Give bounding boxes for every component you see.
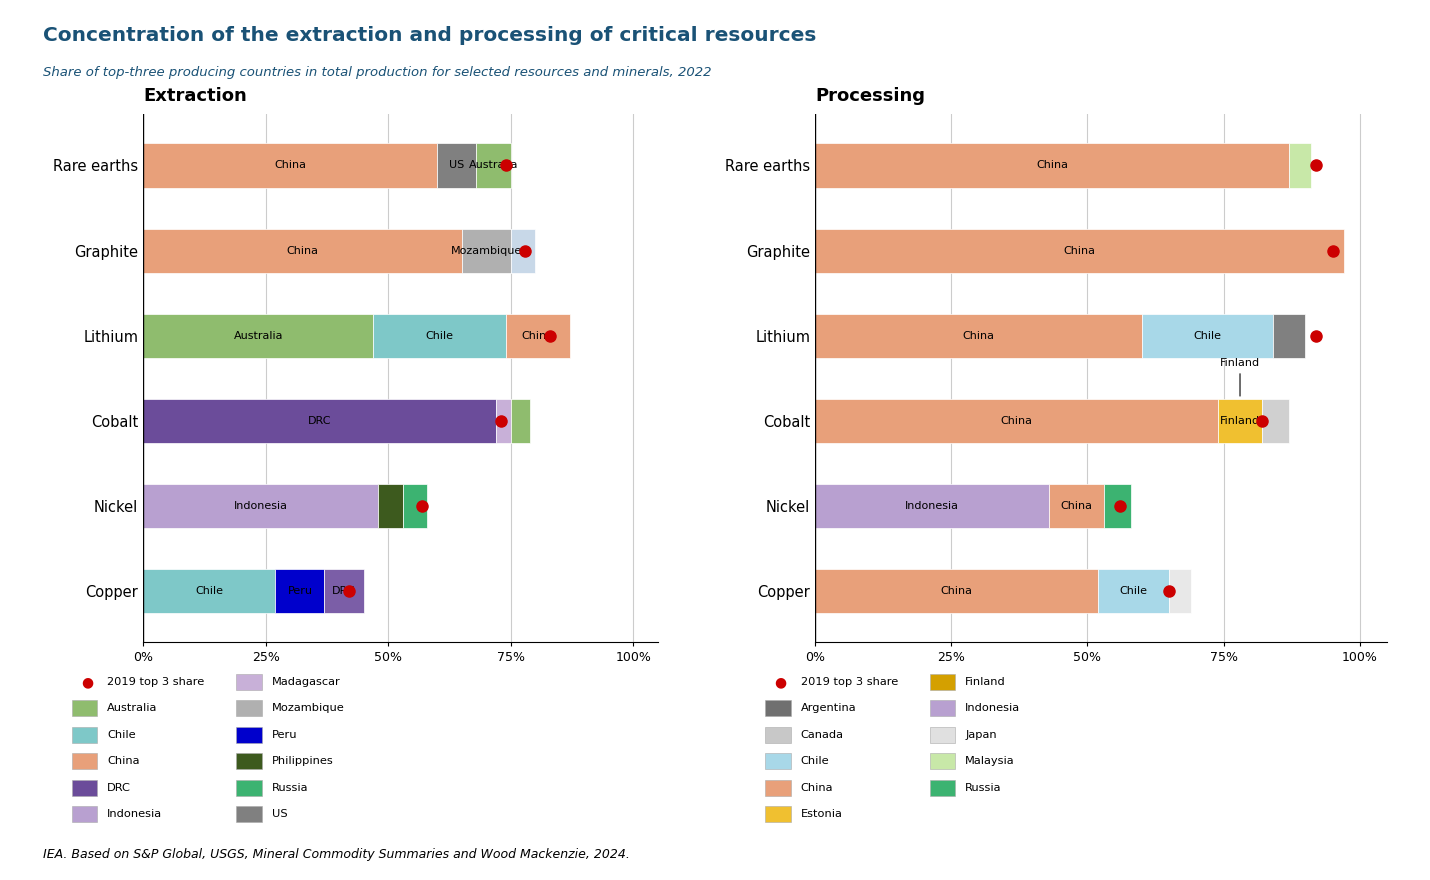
Text: China: China xyxy=(1061,501,1093,511)
Bar xyxy=(815,313,1143,358)
Text: Finland: Finland xyxy=(965,677,1005,687)
Text: China: China xyxy=(275,160,306,171)
Text: Indonesia: Indonesia xyxy=(107,809,163,819)
Bar xyxy=(1288,143,1311,187)
Text: China: China xyxy=(1064,246,1095,256)
Text: 2019 top 3 share: 2019 top 3 share xyxy=(801,677,898,687)
Text: Australia: Australia xyxy=(107,703,157,714)
Text: Indonesia: Indonesia xyxy=(905,501,960,511)
Text: China: China xyxy=(107,756,140,766)
Text: Processing: Processing xyxy=(815,86,925,105)
Bar xyxy=(815,229,1344,273)
Text: Mozambique: Mozambique xyxy=(450,246,522,256)
Text: Chile: Chile xyxy=(107,730,136,740)
Bar xyxy=(143,399,496,444)
Text: Mozambique: Mozambique xyxy=(272,703,345,714)
Bar xyxy=(1104,484,1131,528)
Text: Indonesia: Indonesia xyxy=(965,703,1021,714)
Text: DRC: DRC xyxy=(332,586,356,597)
Bar xyxy=(143,569,276,613)
Text: Share of top-three producing countries in total production for selected resource: Share of top-three producing countries i… xyxy=(43,66,711,79)
Text: Australia: Australia xyxy=(469,160,518,171)
Text: Peru: Peru xyxy=(287,586,312,597)
Text: Concentration of the extraction and processing of critical resources: Concentration of the extraction and proc… xyxy=(43,26,817,46)
Text: ●: ● xyxy=(82,675,93,689)
Text: Estonia: Estonia xyxy=(801,809,842,819)
Text: Malaysia: Malaysia xyxy=(965,756,1015,766)
Text: Extraction: Extraction xyxy=(143,86,247,105)
Text: US: US xyxy=(449,160,465,171)
Text: China: China xyxy=(962,331,994,341)
Bar xyxy=(438,143,476,187)
Bar xyxy=(476,143,511,187)
Bar xyxy=(1050,484,1104,528)
Bar xyxy=(143,229,462,273)
Text: China: China xyxy=(522,331,553,341)
Text: 2019 top 3 share: 2019 top 3 share xyxy=(107,677,204,687)
Text: Madagascar: Madagascar xyxy=(272,677,340,687)
Bar xyxy=(1218,399,1261,444)
Bar xyxy=(143,484,379,528)
Text: Australia: Australia xyxy=(233,331,283,341)
Text: Chile: Chile xyxy=(801,756,829,766)
Text: Argentina: Argentina xyxy=(801,703,857,714)
Bar xyxy=(379,484,403,528)
Bar xyxy=(815,399,1218,444)
Text: Indonesia: Indonesia xyxy=(233,501,287,511)
Text: China: China xyxy=(1037,160,1068,171)
Text: Russia: Russia xyxy=(965,782,1002,793)
Text: China: China xyxy=(286,246,319,256)
Text: China: China xyxy=(941,586,972,597)
Text: Finland: Finland xyxy=(1220,416,1260,426)
Text: Chile: Chile xyxy=(426,331,453,341)
Text: Finland: Finland xyxy=(1220,358,1260,396)
Text: Russia: Russia xyxy=(272,782,309,793)
Bar xyxy=(373,313,506,358)
Text: China: China xyxy=(1001,416,1032,426)
Text: China: China xyxy=(801,782,834,793)
Text: DRC: DRC xyxy=(307,416,332,426)
Text: US: US xyxy=(272,809,287,819)
Bar xyxy=(143,313,373,358)
Text: IEA. Based on S&P Global, USGS, Mineral Commodity Summaries and Wood Mackenzie, : IEA. Based on S&P Global, USGS, Mineral … xyxy=(43,847,629,861)
Bar xyxy=(403,484,428,528)
Bar xyxy=(506,313,569,358)
Bar xyxy=(1143,313,1273,358)
Text: Chile: Chile xyxy=(194,586,223,597)
Bar xyxy=(462,229,511,273)
Bar xyxy=(496,399,511,444)
Bar xyxy=(815,143,1288,187)
Text: Chile: Chile xyxy=(1120,586,1148,597)
Bar xyxy=(325,569,363,613)
Text: Canada: Canada xyxy=(801,730,844,740)
Bar xyxy=(815,484,1050,528)
Bar xyxy=(1261,399,1288,444)
Text: DRC: DRC xyxy=(107,782,132,793)
Bar xyxy=(143,143,438,187)
Bar xyxy=(511,399,531,444)
Bar xyxy=(511,229,535,273)
Text: Philippines: Philippines xyxy=(272,756,333,766)
Bar xyxy=(1098,569,1170,613)
Bar xyxy=(1273,313,1306,358)
Bar xyxy=(815,569,1098,613)
Bar xyxy=(1170,569,1191,613)
Bar xyxy=(276,569,325,613)
Text: Japan: Japan xyxy=(965,730,997,740)
Text: Peru: Peru xyxy=(272,730,297,740)
Text: Chile: Chile xyxy=(1193,331,1221,341)
Text: ●: ● xyxy=(775,675,787,689)
